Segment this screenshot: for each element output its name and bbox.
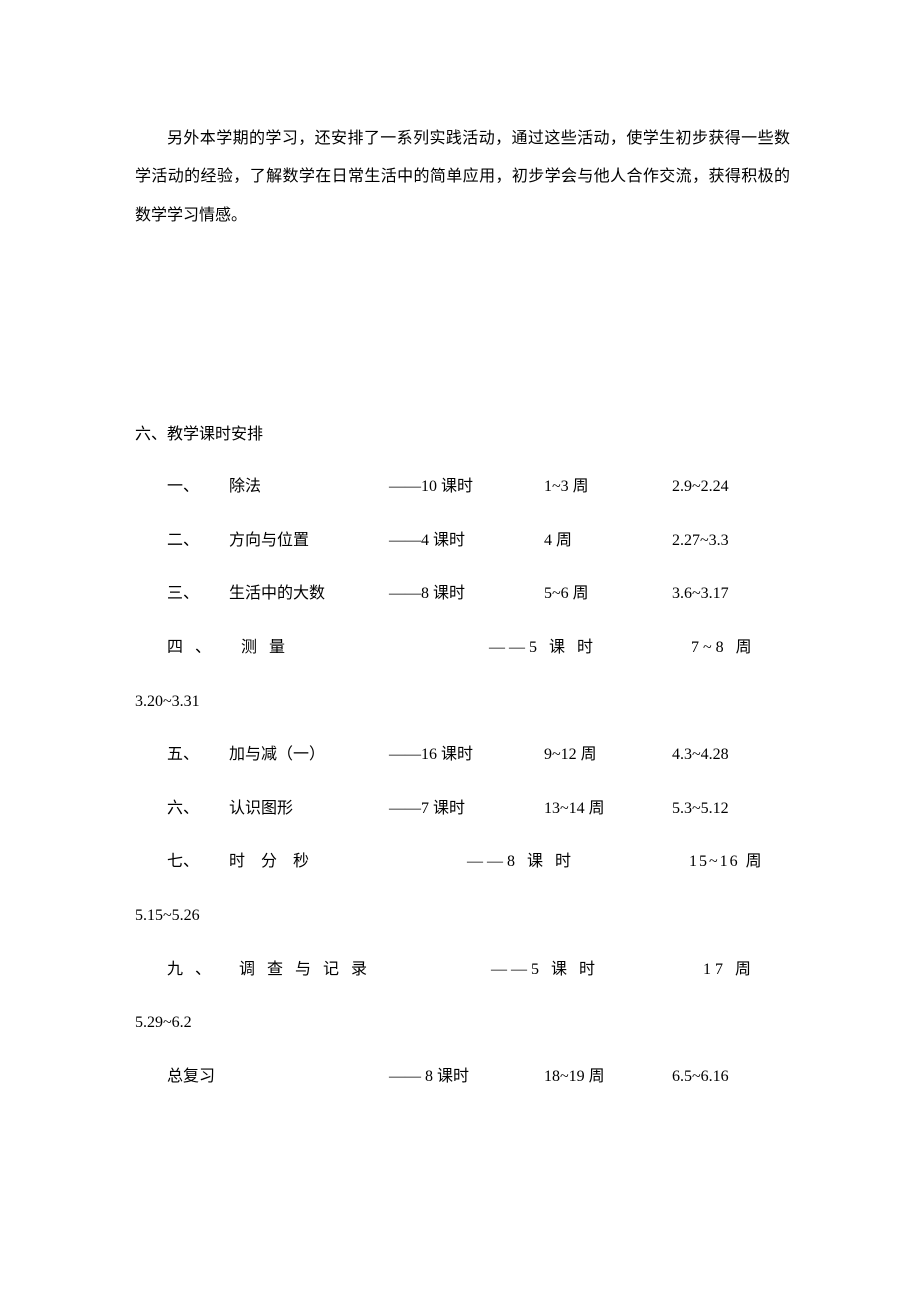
row-week: 4 周: [544, 528, 672, 554]
row-date-overflow: 3.20~3.31: [135, 689, 790, 715]
total-hours: —— 8 课时: [389, 1064, 544, 1090]
total-week: 18~19 周: [544, 1064, 672, 1090]
row-hours: ——5 课 时: [491, 957, 703, 983]
schedule-row: 五、 加与减（一） ——16 课时 9~12 周 4.3~4.28: [135, 742, 790, 768]
schedule-row: 六、 认识图形 ——7 课时 13~14 周 5.3~5.12: [135, 796, 790, 822]
row-date: 2.27~3.3: [672, 528, 729, 554]
row-num: 六、: [167, 796, 229, 822]
schedule-row: 一、 除法 ——10 课时 1~3 周 2.9~2.24: [135, 474, 790, 500]
row-date: 2.9~2.24: [672, 474, 729, 500]
row-num: 二、: [167, 528, 229, 554]
total-date: 6.5~6.16: [672, 1064, 729, 1090]
row-num: 五、: [167, 742, 229, 768]
row-name: 加与减（一）: [229, 742, 389, 768]
row-name: 方向与位置: [229, 528, 389, 554]
row-hours: ——8 课时: [389, 581, 544, 607]
schedule-row-wide: 九 、 调 查 与 记 录 ——5 课 时 17 周: [135, 957, 790, 983]
intro-paragraph: 另外本学期的学习，还安排了一系列实践活动，通过这些活动，使学生初步获得一些数学活…: [135, 120, 790, 235]
row-hours: ——7 课时: [389, 796, 544, 822]
row-week: 1~3 周: [544, 474, 672, 500]
total-row: 总复习 —— 8 课时 18~19 周 6.5~6.16: [135, 1064, 790, 1090]
row-name: 除法: [229, 474, 389, 500]
row-name: 时 分 秒: [229, 849, 467, 875]
schedule-row: 二、 方向与位置 ——4 课时 4 周 2.27~3.3: [135, 528, 790, 554]
row-hours: ——4 课时: [389, 528, 544, 554]
row-name: 测 量: [241, 635, 489, 661]
row-date-overflow: 5.29~6.2: [135, 1010, 790, 1036]
schedule-row: 三、 生活中的大数 ——8 课时 5~6 周 3.6~3.17: [135, 581, 790, 607]
row-week: 13~14 周: [544, 796, 672, 822]
row-hours: ——8 课 时: [467, 849, 689, 875]
total-name: 总复习: [167, 1064, 389, 1090]
row-num: 四 、: [167, 635, 241, 661]
row-hours: ——10 课时: [389, 474, 544, 500]
row-week: 7~8 周: [691, 635, 756, 661]
schedule-row-wide: 四 、 测 量 ——5 课 时 7~8 周: [135, 635, 790, 661]
row-name: 认识图形: [229, 796, 389, 822]
row-num: 三、: [167, 581, 229, 607]
row-date: 3.6~3.17: [672, 581, 729, 607]
section-title: 六、教学课时安排: [135, 420, 790, 444]
row-hours: ——5 课 时: [489, 635, 691, 661]
row-num: 七、: [167, 849, 229, 875]
row-num: 九 、: [167, 957, 239, 983]
row-week: 9~12 周: [544, 742, 672, 768]
row-date: 4.3~4.28: [672, 742, 729, 768]
row-date-overflow: 5.15~5.26: [135, 903, 790, 929]
row-name: 调 查 与 记 录: [239, 957, 491, 983]
schedule-row-wide: 七、 时 分 秒 ——8 课 时 15~16 周: [135, 849, 790, 875]
row-date: 5.3~5.12: [672, 796, 729, 822]
row-num: 一、: [167, 474, 229, 500]
row-hours: ——16 课时: [389, 742, 544, 768]
row-week: 15~16 周: [689, 849, 764, 875]
row-week: 5~6 周: [544, 581, 672, 607]
row-week: 17 周: [703, 957, 755, 983]
row-name: 生活中的大数: [229, 581, 389, 607]
